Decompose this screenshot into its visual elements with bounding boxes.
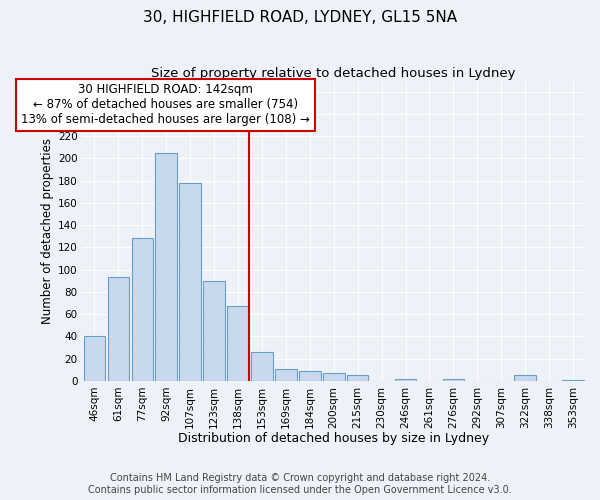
Bar: [275, 368, 296, 381]
Bar: [131, 238, 153, 381]
Bar: [514, 376, 536, 381]
Bar: [323, 373, 344, 381]
Text: 30 HIGHFIELD ROAD: 142sqm
← 87% of detached houses are smaller (754)
13% of semi: 30 HIGHFIELD ROAD: 142sqm ← 87% of detac…: [21, 84, 310, 126]
Bar: [299, 371, 320, 381]
Bar: [83, 336, 105, 381]
Bar: [179, 183, 201, 381]
Bar: [347, 376, 368, 381]
Bar: [443, 378, 464, 381]
Bar: [562, 380, 584, 381]
Bar: [227, 306, 249, 381]
Y-axis label: Number of detached properties: Number of detached properties: [41, 138, 54, 324]
Bar: [395, 378, 416, 381]
X-axis label: Distribution of detached houses by size in Lydney: Distribution of detached houses by size …: [178, 432, 490, 445]
Text: 30, HIGHFIELD ROAD, LYDNEY, GL15 5NA: 30, HIGHFIELD ROAD, LYDNEY, GL15 5NA: [143, 10, 457, 25]
Text: Contains HM Land Registry data © Crown copyright and database right 2024.
Contai: Contains HM Land Registry data © Crown c…: [88, 474, 512, 495]
Bar: [107, 278, 129, 381]
Bar: [155, 153, 177, 381]
Title: Size of property relative to detached houses in Lydney: Size of property relative to detached ho…: [151, 68, 516, 80]
Bar: [203, 280, 225, 381]
Bar: [251, 352, 273, 381]
